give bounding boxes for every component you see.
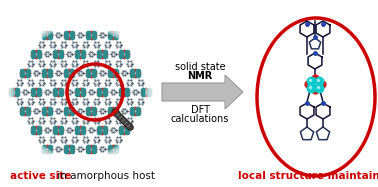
Text: in amorphous host: in amorphous host (54, 171, 155, 181)
Text: DFT: DFT (191, 105, 209, 115)
Text: solid state: solid state (175, 62, 225, 72)
Text: active site: active site (10, 171, 71, 181)
Text: local structure maintained: local structure maintained (238, 171, 378, 181)
Text: calculations: calculations (171, 114, 229, 124)
Polygon shape (162, 75, 243, 109)
Text: NMR: NMR (187, 71, 212, 81)
